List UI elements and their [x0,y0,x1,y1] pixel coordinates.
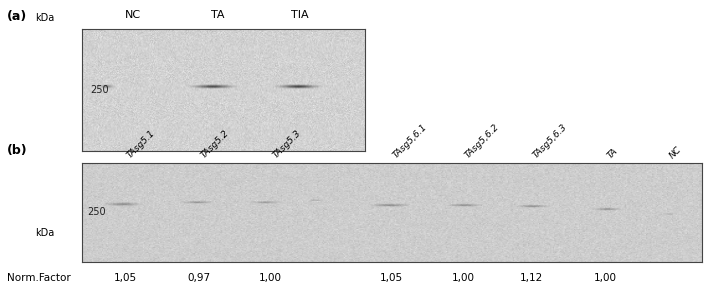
Text: 1,05: 1,05 [113,273,137,283]
Text: kDa: kDa [35,13,55,23]
Text: TA: TA [605,146,620,160]
Text: kDa: kDa [35,228,55,238]
Text: TA: TA [211,10,225,20]
Text: (b): (b) [7,144,28,157]
Text: 250: 250 [90,85,108,95]
Text: Norm.Factor: Norm.Factor [7,273,71,283]
Text: TAsg5,6.1: TAsg5,6.1 [391,123,430,160]
Text: TAsg5,6.2: TAsg5,6.2 [463,123,501,160]
Text: 1,12: 1,12 [520,273,543,283]
Text: NC: NC [125,10,140,20]
Text: TAsg5.2: TAsg5.2 [199,129,231,160]
Text: 1,00: 1,00 [452,273,474,283]
Text: TAsg5,6.3: TAsg5,6.3 [531,123,569,160]
Text: (a): (a) [7,10,28,23]
Text: 1,05: 1,05 [380,273,403,283]
Text: TAsg5.1: TAsg5.1 [125,129,157,160]
Text: 250: 250 [88,207,106,217]
Text: TIA: TIA [291,10,308,20]
Text: NC: NC [668,145,683,160]
Text: 1,00: 1,00 [259,273,282,283]
Text: 0,97: 0,97 [188,273,211,283]
Text: 1,00: 1,00 [594,273,618,283]
Text: TAsg5.3: TAsg5.3 [271,129,302,160]
